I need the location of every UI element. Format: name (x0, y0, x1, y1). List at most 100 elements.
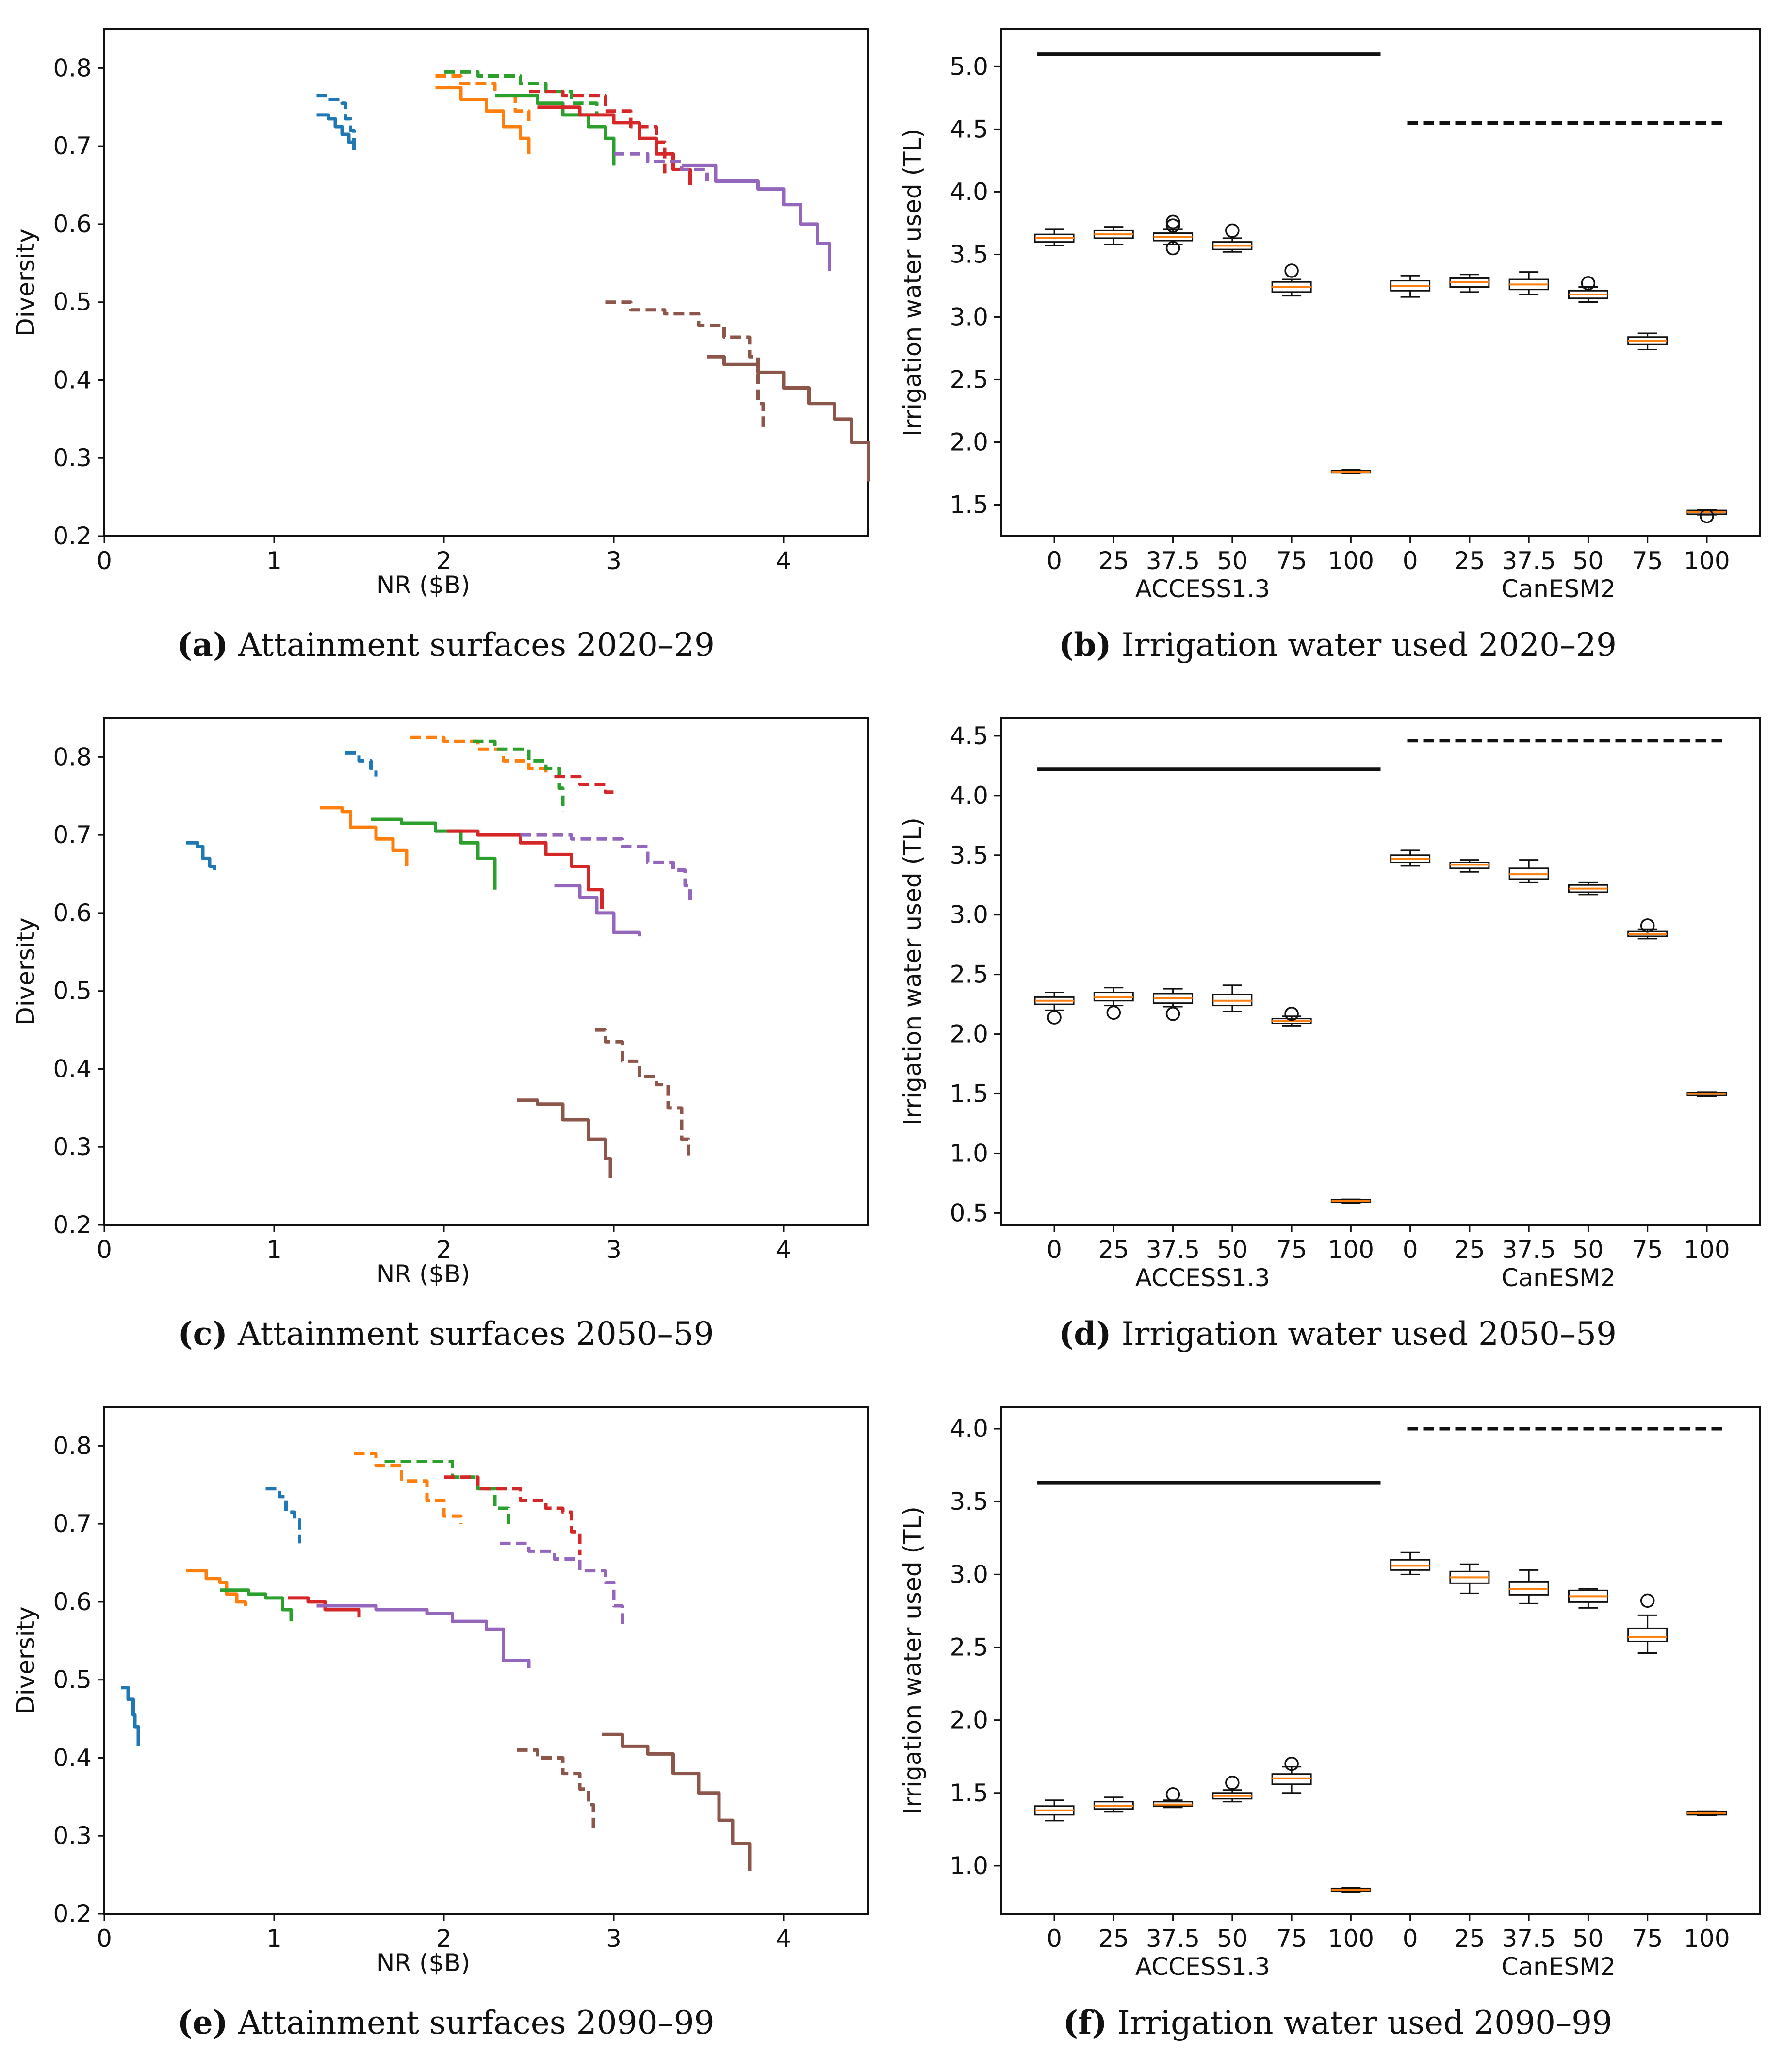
y-tick-label: 3.0 (949, 1560, 988, 1588)
x-tick-label: 0 (97, 1925, 112, 1953)
attainment-surface-solid-line (447, 829, 604, 909)
x-tick-label: 37.5 (1146, 1236, 1200, 1264)
x-tick-label: 25 (1454, 1925, 1485, 1953)
x-tick-label: 75 (1632, 1236, 1663, 1264)
y-tick-label: 0.5 (53, 977, 92, 1005)
box-outlier (1284, 1756, 1299, 1771)
x-tick-label: 2 (436, 1925, 452, 1953)
y-tick-label: 3.0 (949, 901, 988, 929)
box-outlier (1165, 1787, 1180, 1802)
y-tick-label: 0.3 (53, 1133, 92, 1161)
attainment-surface-dashed-line (500, 1541, 624, 1630)
attainment-surface-solid-line (682, 163, 831, 271)
y-tick-label: 0.8 (53, 1432, 92, 1460)
x-axis-label: NR ($B) (376, 1949, 470, 1977)
x-tick-label: 3 (606, 1236, 622, 1264)
x-tick-label: 50 (1217, 547, 1248, 575)
attainment-surface-dashed-line (354, 1452, 463, 1524)
y-axis-label: Diversity (12, 917, 40, 1025)
y-tick-label: 0.6 (53, 899, 92, 927)
x-tick-label: 75 (1276, 1236, 1307, 1264)
x-tick-label: 100 (1328, 1925, 1374, 1953)
group-label: ACCESS1.3 (1135, 1953, 1270, 1981)
y-axis-label: Irrigation water used (TL) (899, 817, 927, 1126)
caption-label: (d) (1059, 1315, 1112, 1353)
chart-irrigation-2020: 1.5 2.0 2.5 3.0 3.5 4.0 4.5 5.0 0 25 37.5 50 75 100 0 2… (899, 28, 1761, 603)
x-axis-label: NR ($B) (376, 1260, 470, 1288)
y-tick-label: 3.5 (949, 240, 988, 268)
attainment-surface-solid-line (435, 86, 531, 154)
box-outlier (1165, 214, 1180, 229)
x-tick-label: 37.5 (1502, 1925, 1556, 1953)
caption-label: (f) (1063, 2004, 1107, 2041)
caption-text: Attainment surfaces 2090–99 (238, 2004, 715, 2041)
box-body (1627, 1627, 1668, 1642)
x-tick-label: 4 (776, 547, 791, 575)
plot-frame (1000, 1406, 1761, 1915)
y-tick-label: 0.7 (53, 132, 92, 160)
x-tick-label: 3 (606, 1925, 622, 1953)
x-tick-label: 4 (776, 1236, 791, 1264)
attainment-surface-solid-line (316, 113, 356, 150)
plot-frame (1000, 28, 1761, 537)
y-tick-label: 0.2 (53, 1211, 92, 1239)
y-tick-label: 0.8 (53, 54, 92, 82)
y-tick-label: 4.0 (949, 1415, 988, 1443)
y-tick-label: 4.5 (949, 115, 988, 143)
x-tick-label: 37.5 (1502, 547, 1556, 575)
box-outlier (1165, 218, 1180, 233)
panel-a: 0 1 2 3 4 0.2 0.3 0.4 0.5 0.6 0.7 0.8 NR ($B) Diversi… (0, 0, 892, 689)
box-outlier (1640, 1593, 1655, 1608)
x-tick-label: 0 (1403, 547, 1418, 575)
y-tick-label: 4.5 (949, 722, 988, 750)
caption-e: (e) Attainment surfaces 2090–99 (0, 2004, 892, 2041)
caption-label: (c) (178, 1315, 228, 1353)
attainment-surface-dashed-line (554, 775, 614, 794)
caption-text: Attainment surfaces 2020–29 (238, 626, 715, 664)
caption-text: Irrigation water used 2020–29 (1121, 626, 1617, 664)
x-tick-label: 25 (1454, 547, 1485, 575)
caption-label: (a) (177, 626, 229, 664)
attainment-surface-dashed-line (473, 739, 565, 812)
chart-attainment-2090: 0 1 2 3 4 0.2 0.3 0.4 0.5 0.6 0.7 0.8 NR ($B) Diversi… (12, 1406, 869, 1977)
x-tick-label: 1 (266, 547, 282, 575)
caption-d: (d) Irrigation water used 2050–59 (892, 1315, 1784, 1353)
x-tick-label: 25 (1098, 1925, 1129, 1953)
y-tick-label: 0.2 (53, 522, 92, 550)
y-tick-label: 3.0 (949, 303, 988, 331)
y-tick-label: 0.4 (53, 366, 92, 394)
group-label: CanESM2 (1502, 1953, 1616, 1981)
attainment-surface-solid-line (288, 1596, 361, 1618)
group-label: CanESM2 (1502, 1264, 1616, 1292)
attainment-surface-solid-line (186, 1569, 247, 1606)
attainment-surface-dashed-line (529, 90, 667, 174)
attainment-surface-dashed-line (265, 1487, 301, 1544)
y-tick-label: 5.0 (949, 52, 988, 81)
box-outlier (1225, 1775, 1240, 1790)
x-tick-label: 2 (436, 547, 452, 575)
attainment-surface-dashed-line (517, 1748, 595, 1832)
attainment-surface-dashed-line (345, 751, 378, 777)
x-tick-label: 0 (1403, 1236, 1418, 1264)
y-tick-label: 2.5 (949, 365, 988, 393)
caption-a: (a) Attainment surfaces 2020–29 (0, 626, 892, 664)
y-tick-label: 0.5 (53, 288, 92, 316)
attainment-surface-solid-line (554, 884, 641, 937)
y-axis-label: Diversity (12, 228, 40, 336)
y-axis-label: Diversity (12, 1606, 40, 1714)
x-tick-label: 0 (97, 547, 112, 575)
box-outlier (1581, 276, 1596, 291)
y-tick-label: 0.4 (53, 1055, 92, 1083)
chart-irrigation-2090: 1.0 1.5 2.0 2.5 3.0 3.5 4.0 0 25 37.5 50 75 100 0 25 37… (899, 1406, 1761, 1981)
x-tick-label: 25 (1098, 1236, 1129, 1264)
x-tick-label: 100 (1328, 547, 1374, 575)
caption-text: Irrigation water used 2090–99 (1117, 2004, 1613, 2041)
y-tick-label: 0.4 (53, 1744, 92, 1772)
x-tick-label: 75 (1276, 1925, 1307, 1953)
attainment-surface-solid-line (220, 1588, 293, 1622)
chart-attainment-2020: 0 1 2 3 4 0.2 0.3 0.4 0.5 0.6 0.7 0.8 NR ($B) Diversi… (12, 28, 870, 599)
plot-frame (103, 717, 869, 1226)
y-tick-label: 2.0 (949, 428, 988, 456)
attainment-surface-dashed-line (435, 74, 531, 127)
